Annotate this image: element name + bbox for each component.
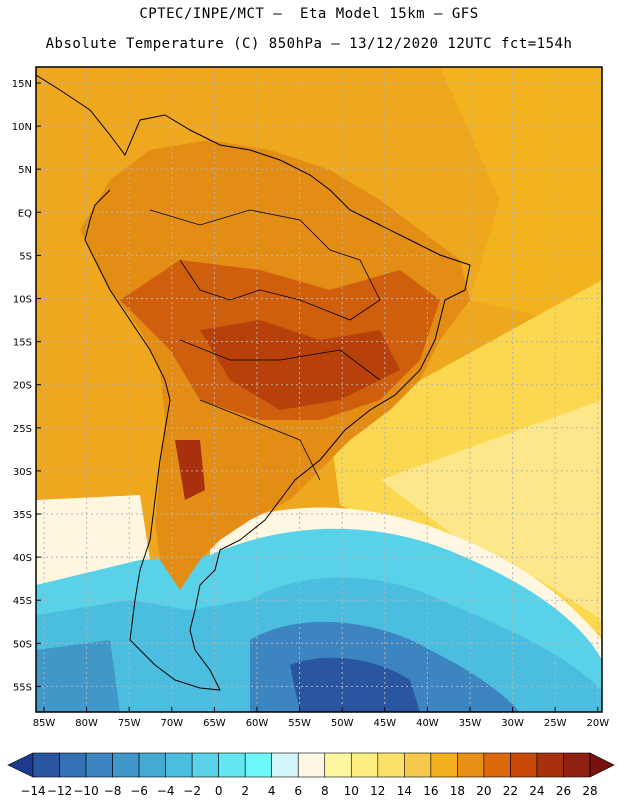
colorbar-label: −4: [157, 784, 175, 798]
colorbar: −14 −12 −10 −8 −6 −4 −2 0 2 4 6 8 10 12 14 16 18 20 22 24 26…: [7, 752, 615, 798]
colorbar-label: 10: [344, 784, 359, 798]
country-borders-south: [179, 339, 381, 481]
colorbar-label: 24: [529, 784, 544, 798]
lon-tick-label: 60W: [246, 718, 269, 729]
colorbar-label: 14: [397, 784, 412, 798]
coastline: [36, 74, 471, 691]
colorbar-label: −2: [183, 784, 201, 798]
colorbar-swatch: [165, 752, 193, 778]
lat-tick-label: 25S: [13, 424, 32, 435]
grid-lines: [36, 67, 602, 712]
colorbar-swatch: [563, 752, 591, 778]
colorbar-label: 20: [476, 784, 491, 798]
colorbar-swatch: [191, 752, 219, 778]
lat-tick-label: 30S: [13, 467, 32, 478]
colorbar-swatch: [430, 752, 458, 778]
temperature-field: [36, 67, 602, 712]
lon-axis: 85W 80W 75W 70W 65W 60W 55W 50W 45W 40W 35W 30W 25W 2…: [33, 707, 609, 729]
lon-tick-label: 25W: [544, 718, 567, 729]
colorbar-swatch: [112, 752, 140, 778]
chart-title-line1: CPTEC/INPE/MCT – Eta Model 15km – GFS: [139, 6, 479, 22]
colorbar-label: 18: [450, 784, 465, 798]
lon-tick-label: 75W: [118, 718, 141, 729]
lon-tick-label: 70W: [160, 718, 183, 729]
lat-tick-label: 15S: [13, 338, 32, 349]
lat-tick-label: 50S: [13, 639, 32, 650]
colorbar-label: 22: [503, 784, 518, 798]
lat-tick-label: 20S: [13, 381, 32, 392]
map-frame: [35, 66, 603, 713]
colorbar-label: 8: [321, 784, 329, 798]
lon-tick-label: 50W: [331, 718, 354, 729]
chart-title-line2: Absolute Temperature (C) 850hPa – 13/12/…: [45, 36, 573, 52]
colorbar-swatch: [85, 752, 113, 778]
field-hottest: [200, 320, 400, 410]
colorbar-swatch: [297, 752, 326, 778]
colorbar-swatch: [244, 752, 273, 778]
lat-tick-label: 45S: [13, 596, 32, 607]
field-south-atlantic-light: [380, 400, 602, 620]
colorbar-label: −8: [104, 784, 122, 798]
lon-tick-label: 30W: [501, 718, 524, 729]
colorbar-label: 0: [215, 784, 223, 798]
country-borders: [149, 209, 381, 321]
lon-tick-label: 20W: [586, 718, 609, 729]
colorbar-swatch: [324, 752, 352, 778]
lat-tick-label: 5S: [19, 251, 32, 262]
colorbar-swatch: [271, 752, 299, 778]
lat-tick-label: 10N: [12, 122, 32, 133]
colorbar-label: −14: [20, 784, 45, 798]
lon-tick-label: 35W: [459, 718, 482, 729]
colorbar-over-arrow: [589, 752, 615, 778]
lat-tick-label: 40S: [13, 553, 32, 564]
colorbar-label: −10: [73, 784, 98, 798]
field-andes-hot: [175, 440, 205, 500]
colorbar-label: 28: [582, 784, 597, 798]
colorbar-swatch: [138, 752, 166, 778]
south-america-coast: [59, 89, 471, 691]
colorbar-label: −6: [130, 784, 148, 798]
colorbar-under-arrow: [7, 752, 34, 778]
lat-tick-label: 55S: [13, 682, 32, 693]
field-ne-ocean: [440, 67, 602, 330]
lat-tick-label: 15N: [12, 79, 32, 90]
colorbar-swatch: [404, 752, 432, 778]
lat-tick-label: 10S: [13, 295, 32, 306]
colorbar-swatch: [32, 752, 60, 778]
colorbar-label: 4: [268, 784, 276, 798]
lon-tick-label: 55W: [288, 718, 311, 729]
colorbar-label: 16: [423, 784, 438, 798]
lat-axis: 15N 10N 5N EQ 5S 10S 15S 20S 25S 30S 35S 40S 45S 50S 5…: [12, 79, 41, 693]
lon-tick-label: 45W: [373, 718, 396, 729]
colorbar-swatch: [483, 752, 511, 778]
lon-tick-label: 65W: [203, 718, 226, 729]
colorbar-swatch: [457, 752, 485, 778]
colorbar-swatch: [510, 752, 538, 778]
colorbar-label: 6: [294, 784, 302, 798]
lon-tick-label: 80W: [75, 718, 98, 729]
central-america-coast: [36, 74, 61, 91]
colorbar-swatch: [59, 752, 87, 778]
colorbar-swatch: [218, 752, 246, 778]
field-coldest: [290, 657, 420, 712]
colorbar-label: −12: [47, 784, 72, 798]
lon-tick-label: 40W: [416, 718, 439, 729]
colorbar-label: 26: [556, 784, 571, 798]
colorbar-swatch: [536, 752, 564, 778]
lat-tick-label: EQ: [18, 208, 32, 219]
lat-tick-label: 5N: [18, 165, 32, 176]
field-sw-cold: [36, 640, 120, 712]
colorbar-label: 12: [370, 784, 385, 798]
lon-tick-label: 85W: [33, 718, 56, 729]
colorbar-label: 2: [241, 784, 249, 798]
colorbar-swatch: [350, 752, 379, 778]
lat-tick-label: 35S: [13, 510, 32, 521]
colorbar-swatch: [377, 752, 405, 778]
